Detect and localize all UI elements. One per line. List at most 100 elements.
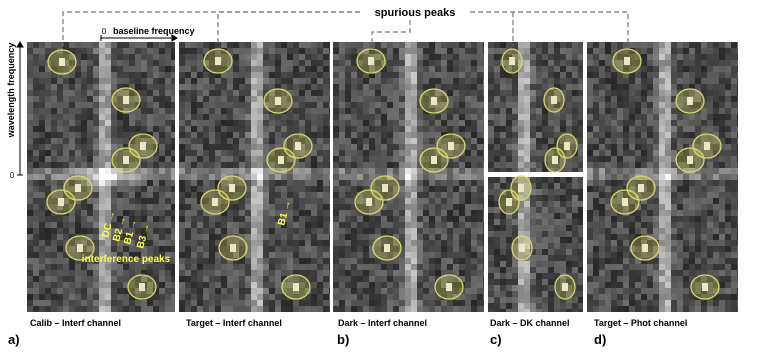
pixel <box>87 78 93 84</box>
pixel <box>665 216 671 222</box>
pixel <box>500 78 506 84</box>
pixel <box>560 177 566 183</box>
pixel <box>357 102 363 108</box>
pixel <box>530 120 536 126</box>
pixel <box>453 84 459 90</box>
pixel <box>500 237 506 243</box>
pixel <box>393 84 399 90</box>
pixel <box>135 180 141 186</box>
pixel <box>578 303 583 309</box>
pixel <box>191 282 197 288</box>
pixel <box>135 192 141 198</box>
pixel <box>665 114 671 120</box>
pixel <box>311 48 317 54</box>
pixel <box>725 210 731 216</box>
pixel <box>299 192 305 198</box>
pixel <box>405 276 411 282</box>
pixel <box>459 60 465 66</box>
pixel <box>33 306 39 312</box>
pixel <box>387 294 393 300</box>
pixel <box>417 84 423 90</box>
pixel <box>399 108 405 114</box>
pixel <box>578 207 583 213</box>
pixel <box>147 192 153 198</box>
pixel <box>111 78 117 84</box>
pixel <box>135 174 141 180</box>
pixel <box>165 306 171 312</box>
pixel <box>369 264 375 270</box>
pixel <box>299 240 305 246</box>
pixel <box>63 216 69 222</box>
pixel <box>351 108 357 114</box>
pixel <box>665 198 671 204</box>
pixel <box>75 156 81 162</box>
pixel <box>117 198 123 204</box>
pixel <box>81 138 87 144</box>
pixel <box>375 144 381 150</box>
pixel <box>227 156 233 162</box>
pixel <box>203 144 209 150</box>
pixel <box>51 228 57 234</box>
pixel <box>293 120 299 126</box>
pixel <box>105 120 111 126</box>
pixel <box>185 228 191 234</box>
pixel <box>381 294 387 300</box>
pixel <box>524 48 530 54</box>
pixel <box>339 252 345 258</box>
pixel <box>197 102 203 108</box>
pixel <box>665 132 671 138</box>
pixel <box>75 288 81 294</box>
pixel <box>141 54 147 60</box>
pixel <box>185 42 191 48</box>
pixel <box>572 225 578 231</box>
pixel <box>653 72 659 78</box>
pixel <box>87 54 93 60</box>
pixel <box>506 267 512 273</box>
pixel <box>477 156 483 162</box>
pixel <box>731 174 737 180</box>
pixel <box>45 270 51 276</box>
pixel <box>209 114 215 120</box>
pixel <box>57 288 63 294</box>
pixel <box>153 198 159 204</box>
pixel <box>548 219 554 225</box>
pixel <box>323 54 329 60</box>
pixel <box>593 48 599 54</box>
pixel <box>165 78 171 84</box>
pixel <box>269 72 275 78</box>
pixel <box>725 174 731 180</box>
pixel <box>233 108 239 114</box>
pixel <box>39 246 45 252</box>
pixel <box>399 192 405 198</box>
pixel <box>197 294 203 300</box>
pixel <box>345 252 351 258</box>
pixel <box>641 138 647 144</box>
pixel <box>599 186 605 192</box>
pixel <box>483 84 484 90</box>
pixel <box>623 222 629 228</box>
pixel <box>171 216 175 222</box>
pixel <box>209 282 215 288</box>
pixel <box>548 195 554 201</box>
pixel <box>171 270 175 276</box>
pixel <box>57 252 63 258</box>
pixel <box>269 138 275 144</box>
pixel <box>635 108 641 114</box>
pixel <box>141 90 147 96</box>
pixel <box>453 108 459 114</box>
pixel <box>542 72 548 78</box>
pixel <box>345 126 351 132</box>
pixel <box>227 144 233 150</box>
pixel <box>530 42 536 48</box>
pixel <box>453 90 459 96</box>
pixel <box>393 216 399 222</box>
pixel <box>45 216 51 222</box>
pixel <box>524 261 530 267</box>
pixel <box>536 255 542 261</box>
pixel <box>405 120 411 126</box>
pixel <box>171 120 175 126</box>
pixel <box>593 132 599 138</box>
pixel <box>494 102 500 108</box>
pixel <box>665 102 671 108</box>
pixel <box>375 168 381 174</box>
